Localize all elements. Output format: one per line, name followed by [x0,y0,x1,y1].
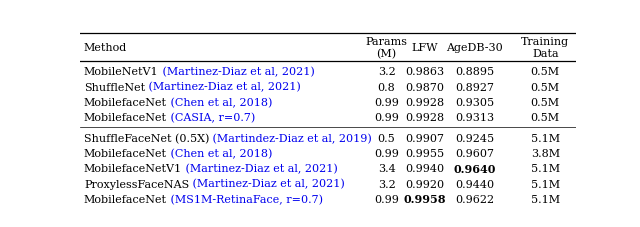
Text: MobileNetV1: MobileNetV1 [84,67,159,77]
Text: ProxylessFaceNAS: ProxylessFaceNAS [84,179,189,189]
Text: 0.9870: 0.9870 [405,82,444,92]
Text: (Chen et al, 2018): (Chen et al, 2018) [167,148,273,158]
Text: 0.5: 0.5 [378,133,396,143]
Text: (MS1M-RetinaFace, r=0.7): (MS1M-RetinaFace, r=0.7) [167,194,323,204]
Text: 0.9928: 0.9928 [405,113,444,123]
Text: 0.5M: 0.5M [531,82,560,92]
Text: 3.2: 3.2 [378,67,396,77]
Text: 5.1M: 5.1M [531,133,560,143]
Text: 0.99: 0.99 [374,97,399,107]
Text: 3.2: 3.2 [378,179,396,189]
Text: 0.9920: 0.9920 [405,179,444,189]
Text: MobilefaceNet: MobilefaceNet [84,148,167,158]
Text: 0.99: 0.99 [374,113,399,123]
Text: 0.9622: 0.9622 [455,194,494,204]
Text: 3.8M: 3.8M [531,148,560,158]
Text: 5.1M: 5.1M [531,163,560,173]
Text: ShuffleNet: ShuffleNet [84,82,145,92]
Text: 0.9305: 0.9305 [455,97,494,107]
Text: 0.9607: 0.9607 [455,148,494,158]
Text: 5.1M: 5.1M [531,179,560,189]
Text: 0.9928: 0.9928 [405,97,444,107]
Text: MobilefaceNet: MobilefaceNet [84,97,167,107]
Text: MobilefaceNetV1: MobilefaceNetV1 [84,163,182,173]
Text: 0.9245: 0.9245 [455,133,494,143]
Text: (CASIA, r=0.7): (CASIA, r=0.7) [167,112,255,123]
Text: 0.9440: 0.9440 [455,179,494,189]
Text: (Martinez-Diaz et al, 2021): (Martinez-Diaz et al, 2021) [159,67,314,77]
Text: 0.9640: 0.9640 [453,163,495,174]
Text: MobilefaceNet: MobilefaceNet [84,194,167,204]
Text: Method: Method [84,43,127,53]
Text: (Martinez-Diaz et al, 2021): (Martinez-Diaz et al, 2021) [189,179,345,189]
Text: 0.8927: 0.8927 [455,82,494,92]
Text: AgeDB-30: AgeDB-30 [446,43,502,53]
Text: Params
(M): Params (M) [365,37,408,59]
Text: 0.5M: 0.5M [531,97,560,107]
Text: 0.5M: 0.5M [531,113,560,123]
Text: (Martinez-Diaz et al, 2021): (Martinez-Diaz et al, 2021) [182,163,338,174]
Text: 0.9313: 0.9313 [455,113,494,123]
Text: Training
Data: Training Data [521,37,570,59]
Text: 0.9958: 0.9958 [403,193,446,204]
Text: (Martinez-Diaz et al, 2021): (Martinez-Diaz et al, 2021) [145,82,301,92]
Text: 0.9907: 0.9907 [405,133,444,143]
Text: ShuffleFaceNet (0.5X): ShuffleFaceNet (0.5X) [84,133,209,143]
Text: (Chen et al, 2018): (Chen et al, 2018) [167,97,273,108]
Text: LFW: LFW [412,43,438,53]
Text: MobilefaceNet: MobilefaceNet [84,113,167,123]
Text: 0.99: 0.99 [374,148,399,158]
Text: 0.8895: 0.8895 [455,67,494,77]
Text: 0.8: 0.8 [378,82,396,92]
Text: (Martindez-Diaz et al, 2019): (Martindez-Diaz et al, 2019) [209,133,372,143]
Text: 0.99: 0.99 [374,194,399,204]
Text: 0.9863: 0.9863 [405,67,444,77]
Text: 5.1M: 5.1M [531,194,560,204]
Text: 3.4: 3.4 [378,163,396,173]
Text: 0.9955: 0.9955 [405,148,444,158]
Text: 0.9940: 0.9940 [405,163,444,173]
Text: 0.5M: 0.5M [531,67,560,77]
